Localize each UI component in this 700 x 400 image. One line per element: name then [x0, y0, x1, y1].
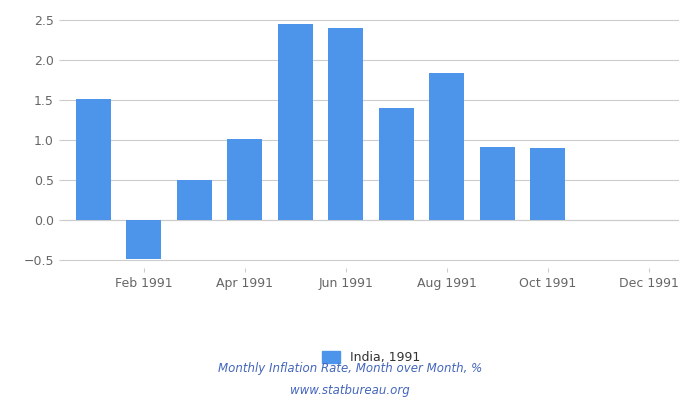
Bar [429, 73, 464, 220]
Bar [176, 180, 212, 220]
Bar [379, 108, 414, 220]
Bar [530, 148, 566, 220]
Legend: India, 1991: India, 1991 [316, 346, 426, 369]
Text: www.statbureau.org: www.statbureau.org [290, 384, 410, 397]
Bar [76, 99, 111, 220]
Bar [480, 147, 515, 220]
Bar [227, 139, 262, 220]
Text: Monthly Inflation Rate, Month over Month, %: Monthly Inflation Rate, Month over Month… [218, 362, 482, 375]
Bar [126, 220, 162, 259]
Bar [278, 24, 313, 220]
Bar [328, 28, 363, 220]
